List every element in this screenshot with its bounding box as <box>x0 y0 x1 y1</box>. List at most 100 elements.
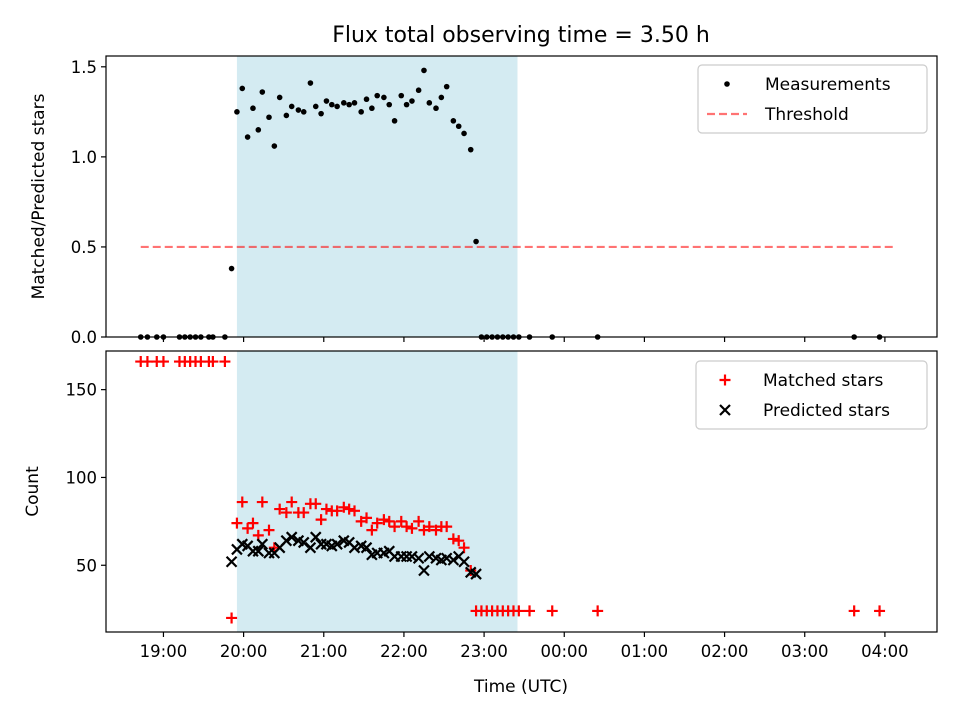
bottom-data-point <box>423 521 435 533</box>
x-tick-label: 00:00 <box>540 642 588 661</box>
bottom-data-point <box>371 517 383 529</box>
bottom-data-point <box>280 534 293 547</box>
x-tick-label: 19:00 <box>140 642 188 661</box>
bottom-data-point <box>470 568 482 580</box>
top-data-point <box>259 89 266 95</box>
top-data-point <box>312 103 319 110</box>
bottom-data-point <box>453 535 465 547</box>
x-tick-label: 01:00 <box>621 642 669 661</box>
bottom-data-point <box>247 517 259 529</box>
top-data-point <box>473 238 479 245</box>
bottom-data-point <box>440 552 453 565</box>
bottom-data-point <box>348 505 360 517</box>
bottom-data-point <box>383 515 395 527</box>
top-data-point <box>438 94 445 101</box>
bottom-data-point <box>280 507 292 519</box>
top-data-point <box>266 114 272 121</box>
x-tick-label: 02:00 <box>701 642 749 661</box>
bottom-data-point <box>465 565 477 577</box>
x-tick-label: 20:00 <box>220 642 268 661</box>
bottom-data-point <box>320 503 332 515</box>
bottom-data-point <box>418 564 430 577</box>
bottom-data-point <box>458 555 470 568</box>
top-data-point <box>358 109 364 115</box>
top-data-point <box>283 112 290 119</box>
bottom-axes-frame <box>105 350 938 633</box>
x-tick-label: 23:00 <box>460 642 508 661</box>
top-data-point <box>234 109 240 115</box>
top-data-point <box>433 105 439 112</box>
x-tick-label: 22:00 <box>380 642 428 661</box>
top-data-point <box>391 118 398 124</box>
top-data-point <box>318 110 324 117</box>
bottom-legend-box <box>695 360 928 430</box>
top-data-point <box>403 101 410 108</box>
bottom-data-point <box>285 531 298 543</box>
bottom-data-point <box>395 515 407 527</box>
bottom-data-point <box>447 554 460 566</box>
top-data-point <box>328 101 335 108</box>
x-tick-label: 21:00 <box>300 642 348 661</box>
bottom-legend-label: Predicted stars <box>763 401 890 421</box>
bottom-data-point <box>256 538 269 550</box>
bottom-data-point <box>401 521 413 533</box>
bottom-legend-marker <box>719 374 731 386</box>
bottom-data-point <box>513 605 525 617</box>
top-data-point <box>398 92 405 99</box>
bottom-data-point <box>874 605 886 617</box>
bottom-series-1 <box>225 531 482 580</box>
bottom-data-point <box>348 541 361 554</box>
bottom-data-point <box>361 512 373 524</box>
bottom-data-point <box>366 524 378 536</box>
top-data-point <box>421 67 427 74</box>
top-data-point <box>323 98 330 104</box>
top-y-tick-label: 1.5 <box>71 58 97 77</box>
bottom-data-point <box>848 605 860 617</box>
top-data-point <box>346 101 352 108</box>
bottom-data-point <box>389 521 401 533</box>
bottom-data-point <box>236 496 248 508</box>
bottom-legend-marker <box>719 404 731 416</box>
bottom-series-0 <box>135 356 886 624</box>
bottom-data-point <box>406 522 418 534</box>
top-data-point <box>409 98 415 104</box>
top-data-point <box>351 100 358 106</box>
bottom-data-point <box>274 503 286 515</box>
top-observing-interval <box>236 56 518 337</box>
x-axis-label: Time (UTC) <box>473 677 568 697</box>
top-data-point <box>461 130 467 137</box>
top-data-point <box>341 100 347 106</box>
top-axes-frame <box>105 55 938 338</box>
bottom-data-point <box>546 605 558 617</box>
bottom-data-point <box>310 498 322 510</box>
top-data-point <box>288 103 295 110</box>
bottom-y-tick-label: 100 <box>66 468 98 487</box>
bottom-y-axis-label: Count <box>23 466 43 517</box>
bottom-data-point <box>592 605 604 617</box>
chart-title: Flux total observing time = 3.50 h <box>332 23 710 48</box>
bottom-data-point <box>315 514 327 526</box>
bottom-data-point <box>423 550 436 563</box>
bottom-data-point <box>268 542 280 554</box>
bottom-data-point <box>309 531 322 543</box>
top-data-point <box>255 127 262 133</box>
bottom-data-point <box>157 356 169 368</box>
bottom-data-point <box>331 505 343 517</box>
top-legend: Measurements Threshold <box>697 64 928 134</box>
bottom-data-point <box>298 507 310 519</box>
top-data-point <box>239 85 246 92</box>
top-legend-marker <box>724 81 730 87</box>
top-data-point <box>307 80 314 86</box>
top-data-point <box>386 101 393 108</box>
bottom-data-point <box>207 356 219 368</box>
top-data-point <box>369 105 375 112</box>
top-data-point <box>426 100 433 106</box>
top-legend-box <box>697 64 928 134</box>
top-data-point <box>244 134 251 140</box>
bottom-observing-interval <box>236 351 518 632</box>
bottom-legend-label: Matched stars <box>763 371 883 391</box>
top-data-point <box>443 83 450 90</box>
top-data-point <box>300 109 307 115</box>
